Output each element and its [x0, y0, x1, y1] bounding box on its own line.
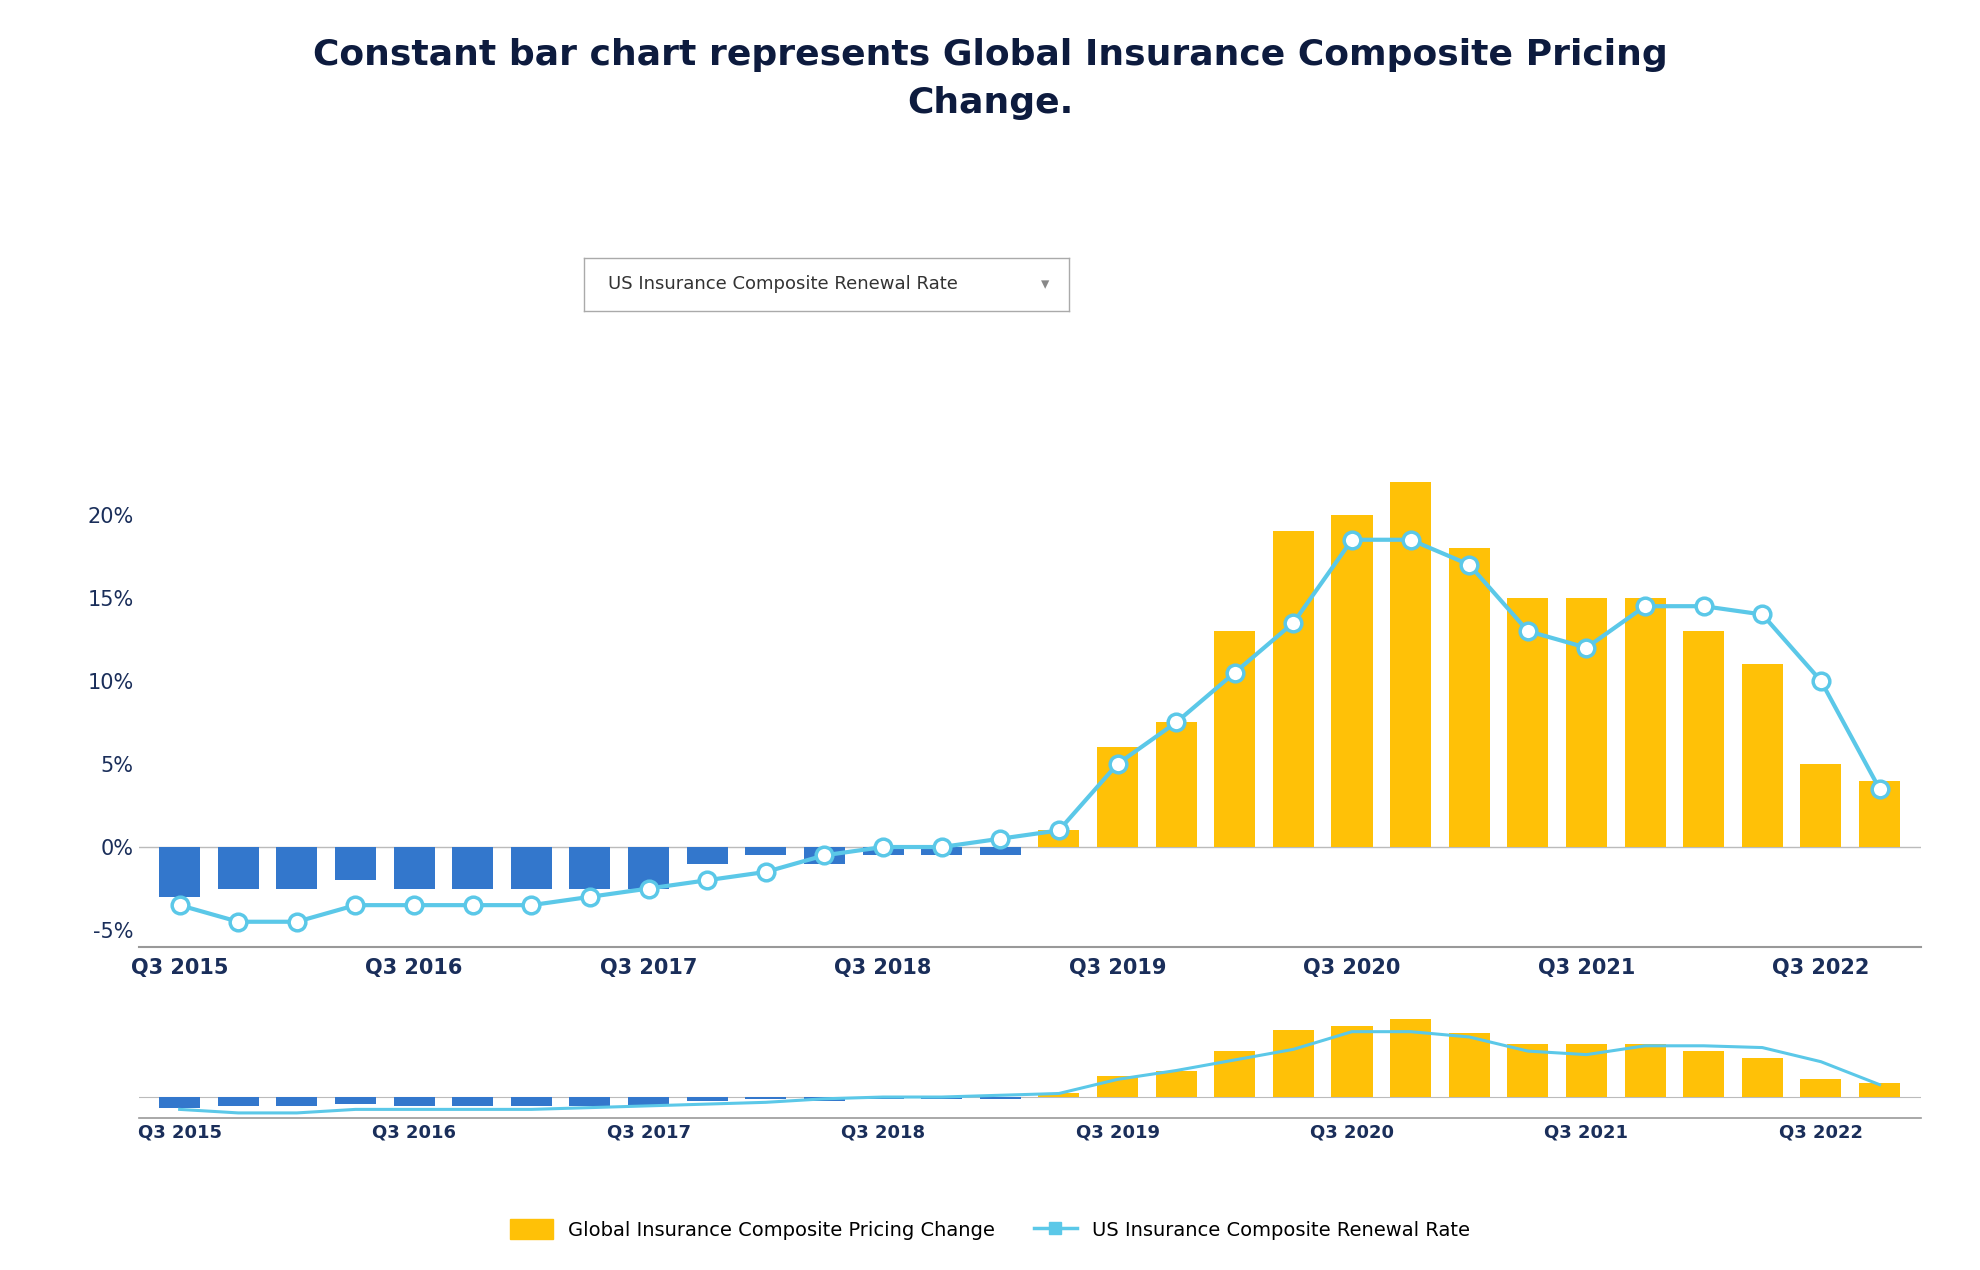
Bar [1624, 598, 1665, 847]
Bar [511, 1097, 552, 1106]
Bar [451, 847, 493, 889]
Bar [863, 1097, 903, 1099]
Bar [628, 847, 669, 889]
Bar [1742, 664, 1782, 847]
Bar [1390, 1020, 1432, 1097]
Bar [1507, 1044, 1548, 1097]
Bar [980, 1097, 1022, 1099]
Bar [277, 847, 317, 889]
Bar [570, 847, 610, 889]
Bar [1214, 1052, 1255, 1097]
Bar [1273, 531, 1315, 847]
Bar [804, 1097, 845, 1101]
Bar [394, 1097, 436, 1106]
Bar [1038, 831, 1079, 847]
Bar [1156, 723, 1196, 847]
Bar [628, 1097, 669, 1106]
Bar [804, 847, 845, 864]
Text: US Insurance Composite Renewal Rate: US Insurance Composite Renewal Rate [608, 276, 958, 293]
Bar [335, 847, 376, 880]
Bar [277, 1097, 317, 1106]
Bar [218, 1097, 259, 1106]
Legend: Global Insurance Composite Pricing Change, US Insurance Composite Renewal Rate: Global Insurance Composite Pricing Chang… [503, 1212, 1477, 1247]
Bar [1097, 1076, 1138, 1097]
Bar [744, 847, 786, 855]
Bar [394, 847, 436, 889]
Bar [1038, 1093, 1079, 1097]
Bar [1683, 631, 1725, 847]
Bar [335, 1097, 376, 1104]
Bar [1566, 1044, 1608, 1097]
Bar [1566, 598, 1608, 847]
Bar [1859, 781, 1901, 847]
Bar [1331, 514, 1372, 847]
Bar [218, 847, 259, 889]
Text: Constant bar chart represents Global Insurance Composite Pricing
Change.: Constant bar chart represents Global Ins… [313, 38, 1667, 119]
Bar [1683, 1052, 1725, 1097]
Bar [921, 847, 962, 855]
Bar [570, 1097, 610, 1106]
Bar [687, 1097, 729, 1101]
Bar [1331, 1026, 1372, 1097]
Bar [1507, 598, 1548, 847]
Bar [1449, 549, 1489, 847]
Bar [980, 847, 1022, 855]
Bar [1097, 747, 1138, 847]
Bar [1800, 1080, 1841, 1097]
Bar [744, 1097, 786, 1099]
Bar [1390, 481, 1432, 847]
Bar [1800, 765, 1841, 847]
Bar [1449, 1034, 1489, 1097]
Bar [1624, 1044, 1665, 1097]
Bar [158, 1097, 200, 1107]
Bar [687, 847, 729, 864]
Bar [1214, 631, 1255, 847]
Bar [1273, 1030, 1315, 1097]
Bar [863, 847, 903, 855]
Bar [1156, 1071, 1196, 1097]
Bar [511, 847, 552, 889]
Bar [921, 1097, 962, 1099]
Text: ▾: ▾ [1041, 276, 1049, 293]
Bar [1742, 1058, 1782, 1097]
Bar [451, 1097, 493, 1106]
Bar [1859, 1083, 1901, 1097]
Bar [158, 847, 200, 897]
